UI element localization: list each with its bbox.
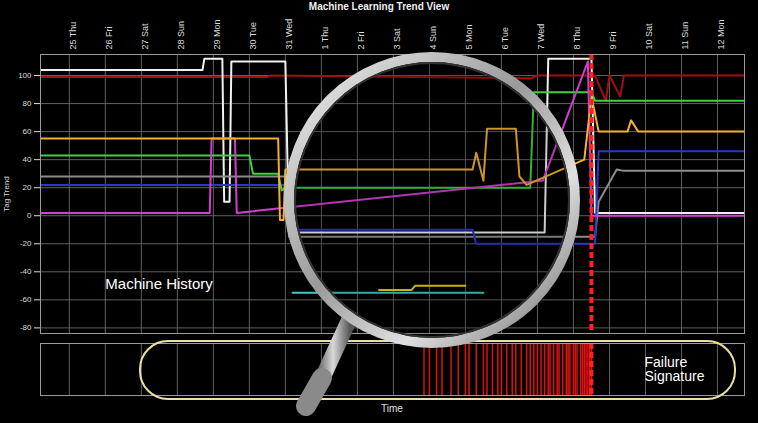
svg-text:5 Mon: 5 Mon [464, 24, 474, 49]
svg-text:Machine History: Machine History [105, 275, 213, 292]
svg-text:9 Fri: 9 Fri [608, 31, 618, 49]
svg-text:-60: -60 [20, 295, 32, 304]
svg-text:100: 100 [18, 71, 32, 80]
svg-text:7 Wed: 7 Wed [536, 24, 546, 50]
svg-text:-20: -20 [20, 239, 32, 248]
svg-text:40: 40 [23, 155, 32, 164]
svg-text:-80: -80 [20, 323, 32, 332]
svg-text:3 Sat: 3 Sat [392, 28, 402, 50]
svg-text:1 Thu: 1 Thu [320, 27, 330, 50]
svg-text:29 Mon: 29 Mon [212, 19, 222, 49]
svg-text:Tag Trend: Tag Trend [2, 176, 11, 212]
svg-text:27 Sat: 27 Sat [140, 23, 150, 50]
svg-text:20: 20 [23, 183, 32, 192]
svg-text:6 Tue: 6 Tue [500, 27, 510, 50]
svg-text:2 Fri: 2 Fri [356, 31, 366, 49]
svg-text:60: 60 [23, 127, 32, 136]
svg-text:8 Thu: 8 Thu [572, 27, 582, 50]
svg-text:0: 0 [27, 211, 32, 220]
svg-text:10 Sat: 10 Sat [644, 23, 654, 50]
svg-text:30 Tue: 30 Tue [248, 22, 258, 50]
svg-text:25 Thu: 25 Thu [68, 22, 78, 50]
svg-text:-40: -40 [20, 267, 32, 276]
svg-text:11 Sun: 11 Sun [680, 22, 690, 50]
svg-text:FailureSignature: FailureSignature [645, 354, 705, 384]
svg-text:26 Fri: 26 Fri [104, 26, 114, 49]
svg-text:31 Wed: 31 Wed [284, 19, 294, 50]
html-text:Time: Time [381, 403, 403, 414]
svg-text:80: 80 [23, 99, 32, 108]
html-text:Machine Learning Trend View: Machine Learning Trend View [308, 1, 450, 12]
svg-text:28 Sun: 28 Sun [176, 21, 186, 50]
svg-text:12 Mon: 12 Mon [716, 19, 726, 49]
svg-text:4 Sun: 4 Sun [428, 26, 438, 50]
